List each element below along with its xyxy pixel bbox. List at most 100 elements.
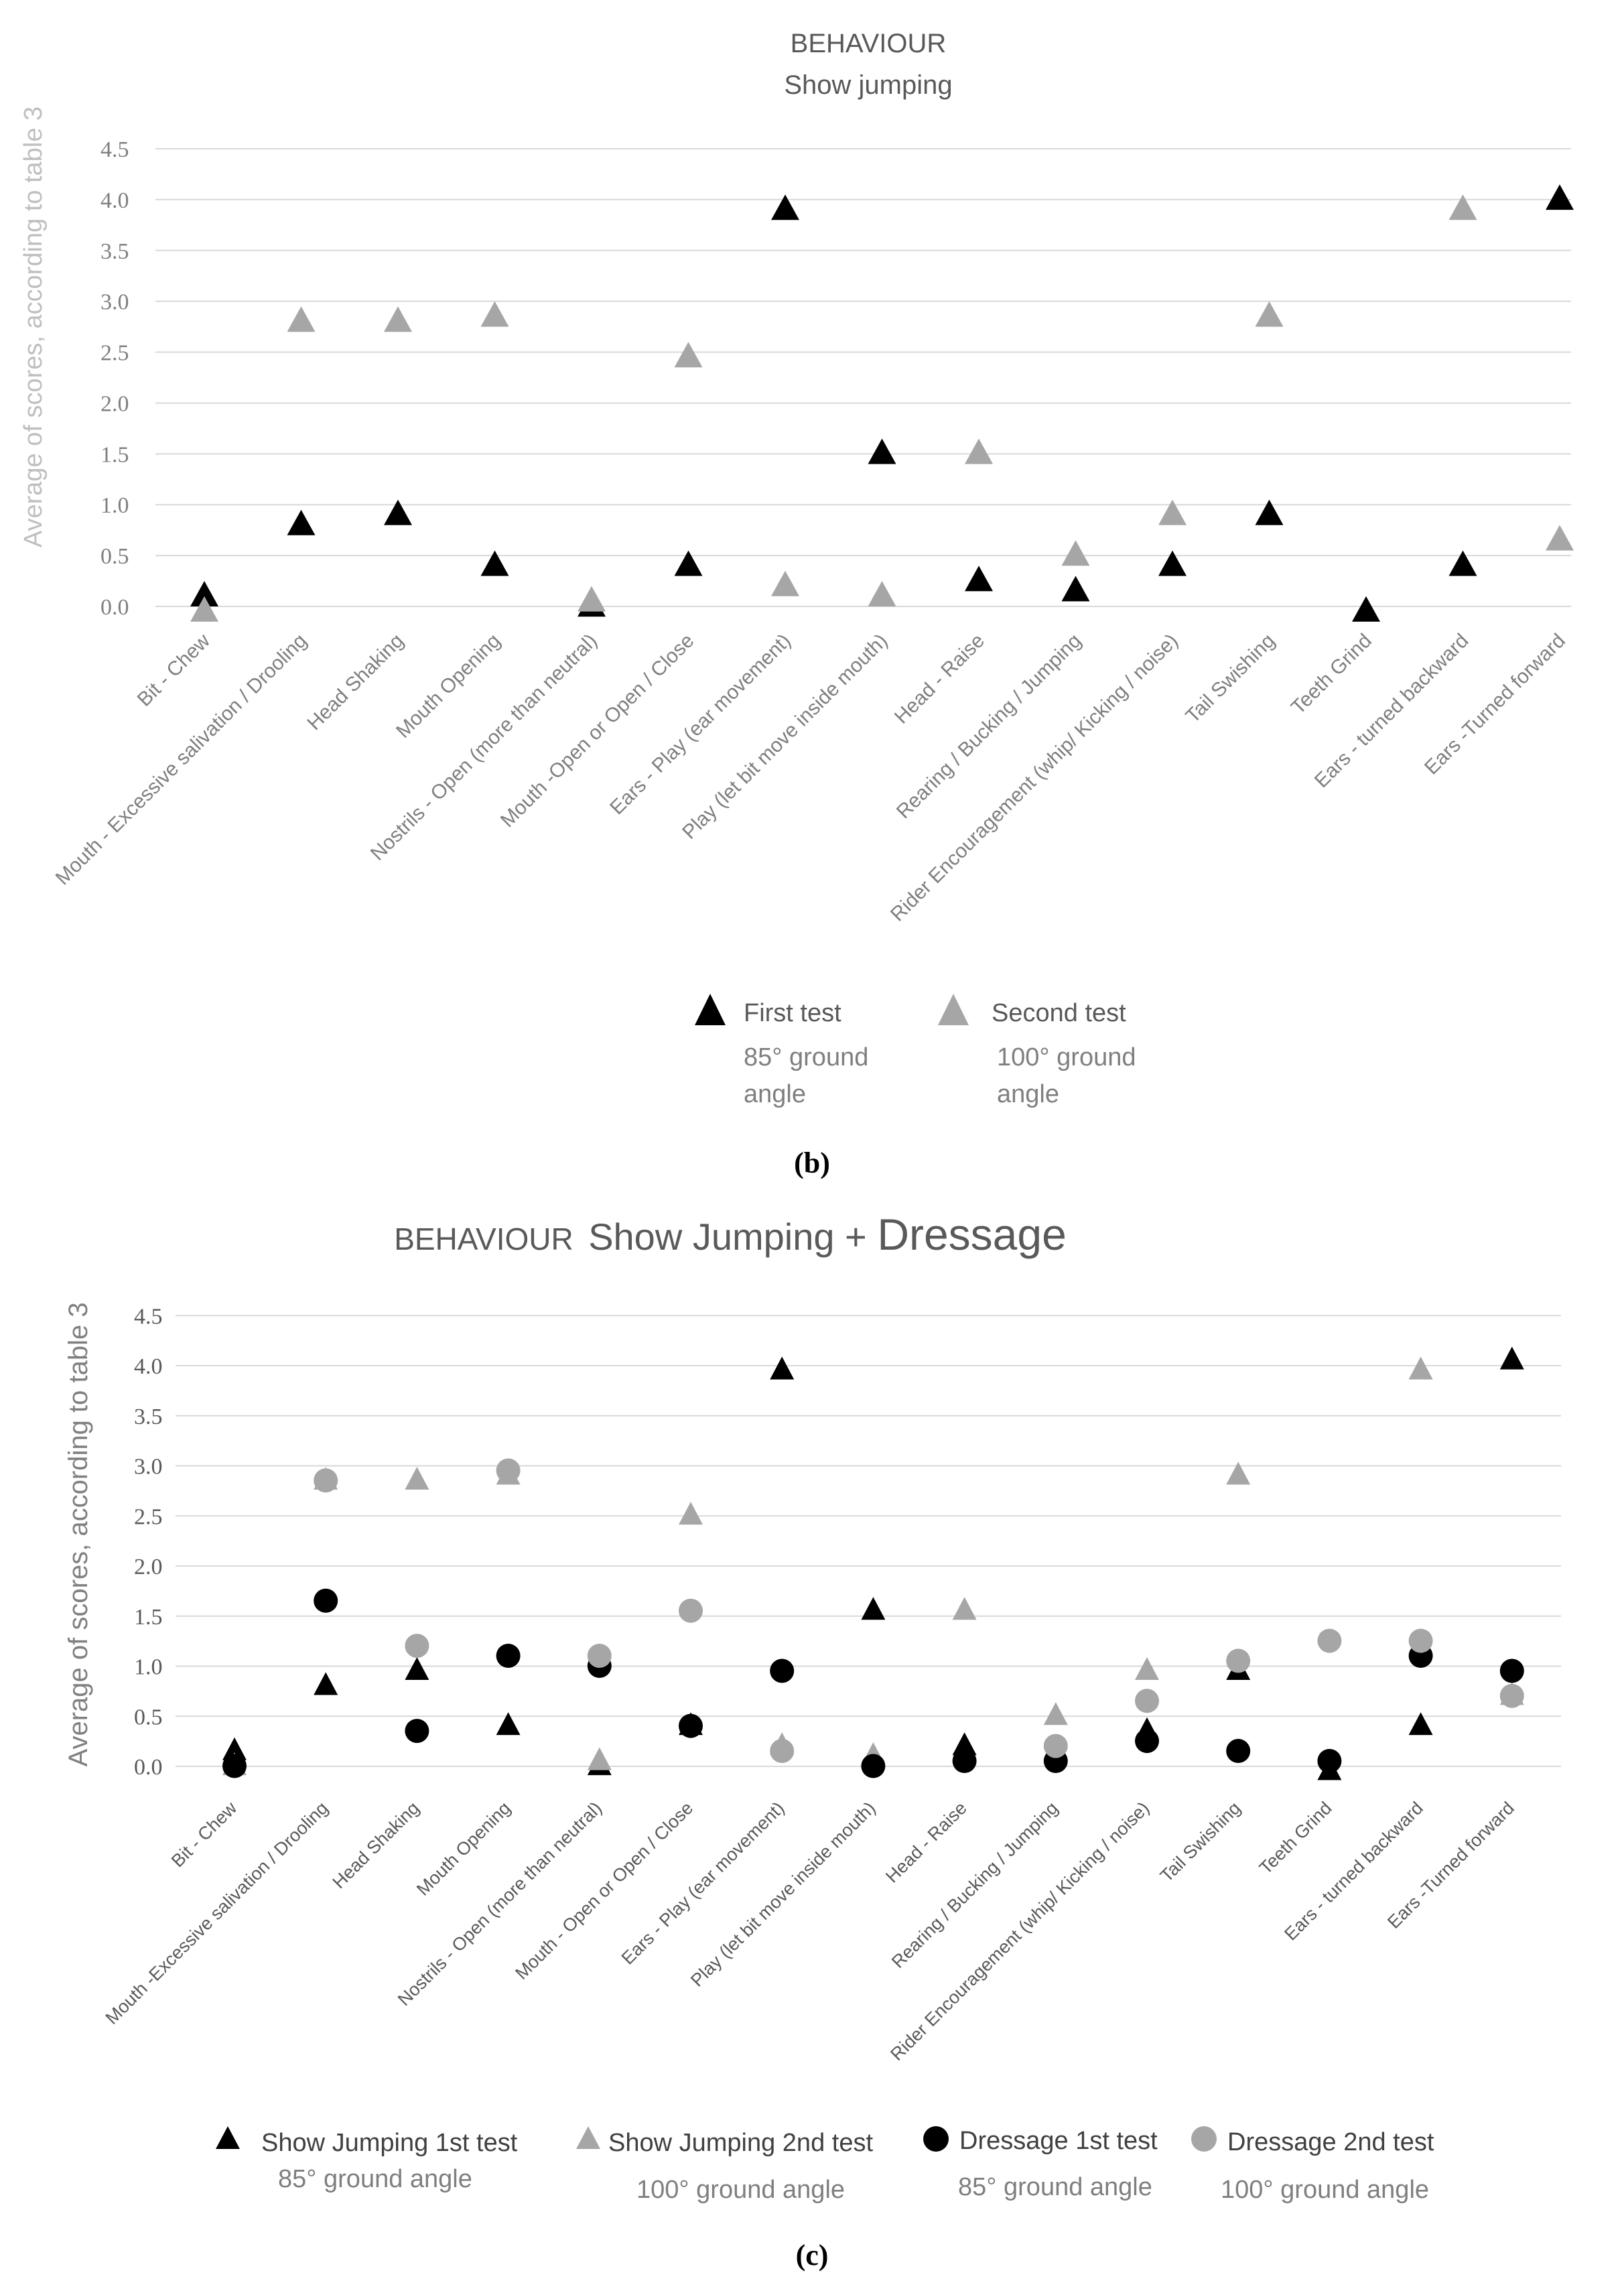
- x-tick-label: Mouth Opening: [413, 1798, 515, 1900]
- point-show-jumping-1st-test-mouth-excessive-salivation-drooling: [314, 1672, 338, 1695]
- point-dressage-1st-test-mouth-excessive-salivation-drooling: [314, 1588, 338, 1613]
- x-tick-label: Rearing / Bucking / Jumping: [888, 1798, 1062, 1972]
- legend-sj-1st-marker: [216, 2126, 240, 2149]
- point-show-jumping-1st-test-play-let-bit-move-inside-mouth: [861, 1597, 886, 1620]
- point-first-test-head-raise: [965, 566, 993, 592]
- legend-sj-1st-note: 85° ground angle: [278, 2165, 472, 2193]
- x-tick-label: Nostrils - Open (more than neutral): [394, 1798, 606, 2010]
- legend-first-test-label: First test: [744, 999, 841, 1027]
- point-dressage-1st-test-bit-chew: [222, 1754, 247, 1778]
- point-second-test-rider-encouragement-whip-kicking-noise: [1158, 499, 1187, 525]
- point-second-test-head-raise: [965, 438, 993, 464]
- legend-dr-1st-marker: [923, 2126, 949, 2152]
- y-tick-label: 4.5: [100, 137, 129, 162]
- point-second-test-mouth-opening: [480, 301, 509, 327]
- y-tick-label: 1.0: [134, 1655, 163, 1680]
- point-dressage-1st-test-mouth-open-or-open-close: [679, 1713, 703, 1738]
- chart-c-legend: Show Jumping 1st test 85° ground angle S…: [216, 2126, 1434, 2204]
- x-tick-label: Rearing / Bucking / Jumping: [892, 630, 1086, 824]
- chart-c-title-part-1: BEHAVIOUR: [394, 1222, 573, 1256]
- point-dressage-2nd-test-teeth-grind: [1317, 1628, 1342, 1653]
- point-show-jumping-2nd-test-rearing-bucking-jumping: [1043, 1702, 1068, 1725]
- point-second-test-play-let-bit-move-inside-mouth: [868, 581, 896, 606]
- point-first-test-head-shaking: [384, 499, 412, 525]
- legend-second-test-note-2: angle: [997, 1080, 1059, 1108]
- chart-c-title-part-3: Dressage: [877, 1210, 1066, 1259]
- point-first-test-play-let-bit-move-inside-mouth: [868, 438, 896, 464]
- point-second-test-mouth-excessive-salivation-drooling: [287, 306, 316, 332]
- legend-first-test-note-2: angle: [744, 1080, 806, 1108]
- point-dressage-2nd-test-head-shaking: [405, 1634, 429, 1658]
- point-dressage-2nd-test-tail-swishing: [1226, 1648, 1251, 1673]
- chart-c: BEHAVIOUR Show Jumping + Dressage Averag…: [64, 1210, 1561, 2204]
- x-tick-label: Tail Swishing: [1181, 630, 1279, 728]
- point-show-jumping-1st-test-ears-turned-forward: [1499, 1346, 1524, 1370]
- x-tick-label: Head - Raise: [890, 630, 989, 728]
- y-tick-label: 3.5: [100, 239, 129, 264]
- point-first-test-rider-encouragement-whip-kicking-noise: [1158, 550, 1187, 576]
- x-tick-label: Play (let bit move inside mouth): [678, 630, 892, 844]
- point-second-test-rearing-bucking-jumping: [1061, 540, 1090, 566]
- point-first-test-ears-turned-forward: [1546, 184, 1574, 210]
- point-first-test-tail-swishing: [1255, 499, 1284, 525]
- chart-b-marks: [190, 184, 1574, 622]
- x-tick-label: Mouth - Open or Open / Close: [511, 1798, 697, 1983]
- legend-dr-1st-note: 85° ground angle: [958, 2173, 1152, 2201]
- x-tick-label: Head Shaking: [303, 630, 408, 735]
- chart-c-marks: [222, 1346, 1524, 1780]
- x-tick-label: Mouth Opening: [392, 630, 504, 742]
- y-tick-label: 0.5: [134, 1705, 163, 1729]
- chart-c-title: BEHAVIOUR Show Jumping + Dressage: [394, 1210, 1067, 1259]
- x-tick-label: Play (let bit move inside mouth): [687, 1798, 880, 1991]
- y-tick-label: 4.5: [134, 1304, 163, 1329]
- point-show-jumping-1st-test-ears-turned-backward: [1408, 1712, 1433, 1736]
- x-tick-label: Teeth Grind: [1256, 1798, 1336, 1878]
- point-dressage-2nd-test-mouth-opening: [496, 1458, 521, 1483]
- y-tick-label: 3.0: [134, 1455, 163, 1480]
- point-second-test-head-shaking: [384, 306, 412, 332]
- y-tick-label: 2.5: [134, 1504, 163, 1529]
- point-dressage-1st-test-tail-swishing: [1226, 1739, 1251, 1764]
- point-dressage-2nd-test-ears-play-ear-movement: [770, 1739, 795, 1764]
- point-second-test-ears-turned-backward: [1448, 194, 1477, 220]
- legend-dr-1st-label: Dressage 1st test: [959, 2127, 1158, 2155]
- legend-dr-2nd-label: Dressage 2nd test: [1227, 2128, 1434, 2156]
- point-dressage-1st-test-mouth-opening: [496, 1644, 521, 1669]
- x-tick-label: Head Shaking: [328, 1798, 423, 1892]
- point-dressage-1st-test-ears-play-ear-movement: [770, 1658, 795, 1683]
- point-dressage-2nd-test-mouth-open-or-open-close: [679, 1598, 703, 1623]
- caption-c: (c): [796, 2239, 829, 2272]
- point-show-jumping-2nd-test-head-raise: [952, 1597, 977, 1620]
- y-tick-label: 0.5: [100, 544, 129, 569]
- point-second-test-ears-play-ear-movement: [771, 570, 799, 596]
- x-tick-label: Ears - Play (ear movement): [606, 630, 795, 820]
- legend-second-test-note-1: 100° ground: [997, 1043, 1136, 1071]
- y-tick-label: 3.0: [100, 290, 129, 315]
- legend-sj-2nd-label: Show Jumping 2nd test: [608, 2129, 873, 2157]
- chart-b-legend: First test 85° ground angle Second test …: [695, 994, 1136, 1108]
- point-first-test-ears-turned-backward: [1448, 550, 1477, 576]
- y-tick-label: 1.5: [134, 1605, 163, 1630]
- point-dressage-1st-test-play-let-bit-move-inside-mouth: [861, 1754, 886, 1778]
- y-tick-label: 2.0: [134, 1555, 163, 1579]
- point-first-test-mouth-excessive-salivation-drooling: [287, 509, 316, 535]
- chart-c-gridlines: [176, 1315, 1561, 1767]
- point-dressage-2nd-test-nostrils-open-more-than-neutral: [587, 1644, 612, 1669]
- point-dressage-1st-test-head-raise: [952, 1749, 977, 1773]
- chart-b-y-ticks: 0.0 0.5 1.0 1.5 2.0 2.5 3.0 3.5 4.0 4.5: [100, 137, 129, 620]
- point-first-test-mouth-opening: [480, 550, 509, 576]
- y-tick-label: 0.0: [100, 595, 129, 620]
- point-dressage-1st-test-teeth-grind: [1317, 1749, 1342, 1773]
- chart-c-title-part-2: Show Jumping +: [588, 1216, 877, 1258]
- chart-c-y-ticks: 0.0 0.5 1.0 1.5 2.0 2.5 3.0 3.5 4.0 4.5: [134, 1304, 163, 1780]
- y-tick-label: 3.5: [134, 1404, 163, 1429]
- point-dressage-2nd-test-rider-encouragement-whip-kicking-noise: [1135, 1689, 1159, 1713]
- point-show-jumping-1st-test-head-raise: [952, 1732, 977, 1756]
- legend-sj-2nd-marker: [576, 2126, 600, 2149]
- legend-sj-2nd-note: 100° ground angle: [636, 2176, 845, 2204]
- point-dressage-1st-test-head-shaking: [405, 1719, 429, 1744]
- y-tick-label: 2.0: [100, 391, 129, 416]
- caption-b: (b): [794, 1147, 830, 1179]
- y-tick-label: 2.5: [100, 341, 129, 366]
